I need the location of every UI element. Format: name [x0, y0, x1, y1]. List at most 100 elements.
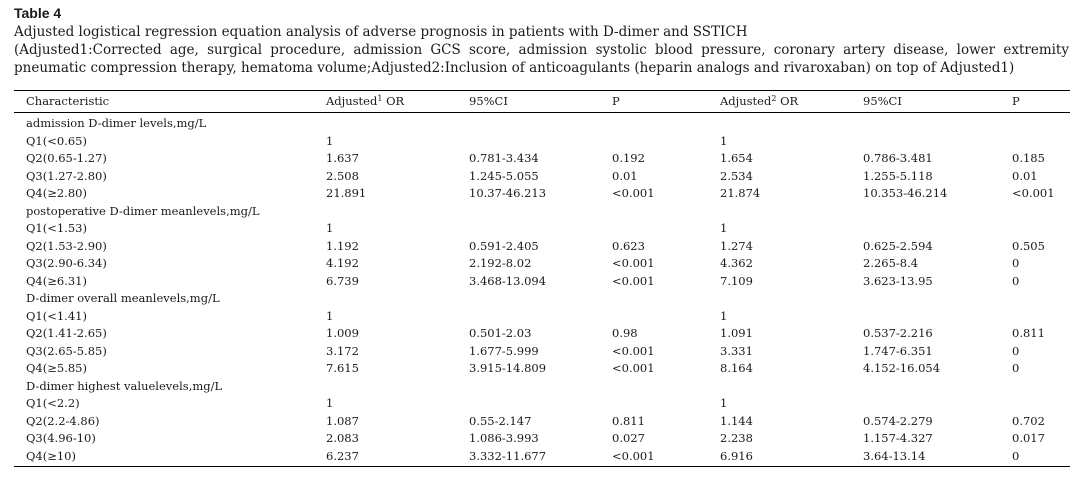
cell-ci2: 3.623-13.95	[863, 273, 933, 288]
cell-p1: <0.001	[612, 256, 655, 270]
cell-ci2: 0.625-2.594	[863, 238, 933, 253]
cell-adjusted2-or: 8.164	[720, 361, 753, 375]
cell-p2: 0	[1012, 256, 1020, 270]
cell-characteristic: admission D-dimer levels,mg/L	[26, 116, 207, 130]
cell-ci1: 1.677-5.999	[469, 343, 539, 358]
cell-adjusted2-or: 1.091	[720, 326, 753, 340]
cell-p1: 0.01	[612, 168, 638, 183]
cell-adjusted2-or: 1.274	[720, 238, 753, 253]
cell-p2: 0.017	[1012, 431, 1045, 445]
cell-characteristic: Q2(1.53-2.90)	[26, 238, 107, 253]
cell-adjusted1-or: 1.087	[326, 413, 359, 428]
cell-characteristic: Q4(≥10)	[26, 448, 76, 463]
cell-ci2: 3.64-13.14	[863, 448, 926, 463]
cell-p1: <0.001	[612, 361, 655, 375]
cell-adjusted1-or: 7.615	[326, 361, 359, 375]
cell-ci2: 4.152-16.054	[863, 361, 941, 375]
table-top-rule	[14, 90, 1070, 91]
table-row: Q3(4.96-10) 2.083 1.086-3.993 0.027 2.238 1.1…	[0, 430, 1080, 447]
table-bottom-rule	[14, 466, 1070, 467]
cell-p1: <0.001	[612, 273, 655, 288]
cell-p1: <0.001	[612, 343, 655, 358]
cell-ci2: 10.353-46.214	[863, 186, 948, 200]
cell-adjusted1-or: 1	[326, 133, 334, 148]
cell-adjusted2-or: 7.109	[720, 273, 753, 288]
header-adjusted1-sup: 1	[377, 94, 383, 103]
cell-p2: <0.001	[1012, 186, 1055, 200]
cell-characteristic: postoperative D-dimer meanlevels,mg/L	[26, 203, 260, 218]
table-row: Q4(≥5.85) 7.615 3.915-14.809 <0.001 8.164 4.1…	[0, 360, 1080, 377]
table-row: Q3(1.27-2.80) 2.508 1.245-5.055 0.01 2.534 1.…	[0, 168, 1080, 185]
cell-ci1: 3.915-14.809	[469, 361, 547, 375]
header-adjusted2-or: Adjusted2 OR	[720, 93, 798, 110]
header-adjusted2-prefix: Adjusted	[720, 94, 772, 108]
table-row: Q2(1.41-2.65) 1.009 0.501-2.03 0.98 1.091 0.5…	[0, 325, 1080, 342]
table-row: Q4(≥6.31) 6.739 3.468-13.094 <0.001 7.109 3.6…	[0, 273, 1080, 290]
cell-p2: 0.185	[1012, 151, 1045, 165]
cell-characteristic: Q3(2.90-6.34)	[26, 256, 107, 270]
cell-adjusted2-or: 4.362	[720, 256, 753, 270]
cell-ci1: 0.501-2.03	[469, 326, 532, 340]
cell-p2: 0.505	[1012, 238, 1045, 253]
table-row: Q1(<1.41) 1 1	[0, 308, 1080, 325]
cell-p2: 0.702	[1012, 413, 1045, 428]
cell-p2: 0	[1012, 448, 1020, 463]
table-row: D-dimer overall meanlevels,mg/L	[0, 290, 1080, 307]
table-row: Q2(2.2-4.86) 1.087 0.55-2.147 0.811 1.144 0.5…	[0, 413, 1080, 430]
header-adjusted1-suffix: OR	[382, 94, 405, 108]
cell-adjusted1-or: 1	[326, 221, 334, 235]
cell-ci2: 1.157-4.327	[863, 431, 933, 445]
cell-ci1: 1.245-5.055	[469, 168, 539, 183]
cell-characteristic: Q4(≥6.31)	[26, 273, 87, 288]
table-label: Table 4	[14, 5, 62, 21]
cell-ci1: 10.37-46.213	[469, 186, 547, 200]
cell-adjusted1-or: 2.508	[326, 168, 359, 183]
cell-characteristic: Q3(1.27-2.80)	[26, 168, 107, 183]
cell-p2: 0.01	[1012, 168, 1038, 183]
cell-adjusted2-or: 2.534	[720, 168, 753, 183]
header-ci1: 95%CI	[469, 94, 508, 108]
cell-adjusted2-or: 1	[720, 133, 728, 148]
table-header: Table 4 Adjusted logistical regression e…	[14, 4, 1069, 77]
header-characteristic: Characteristic	[26, 94, 110, 108]
cell-adjusted2-or: 21.874	[720, 186, 761, 200]
cell-ci1: 3.468-13.094	[469, 273, 547, 288]
cell-characteristic: Q3(2.65-5.85)	[26, 343, 107, 358]
table-row: Q1(<2.2) 1 1	[0, 395, 1080, 412]
cell-p1: <0.001	[612, 186, 655, 200]
cell-p1: 0.811	[612, 413, 645, 428]
cell-ci2: 0.537-2.216	[863, 326, 933, 340]
table-header-rule	[14, 112, 1070, 113]
cell-adjusted1-or: 1.009	[326, 326, 359, 340]
cell-characteristic: D-dimer highest valuelevels,mg/L	[26, 378, 223, 393]
cell-p1: 0.027	[612, 431, 645, 445]
table-row: postoperative D-dimer meanlevels,mg/L	[0, 203, 1080, 220]
cell-p1: <0.001	[612, 448, 655, 463]
cell-ci1: 2.192-8.02	[469, 256, 532, 270]
cell-ci1: 1.086-3.993	[469, 431, 539, 445]
cell-adjusted1-or: 21.891	[326, 186, 367, 200]
cell-ci2: 1.747-6.351	[863, 343, 933, 358]
header-adjusted1-or: Adjusted1 OR	[326, 93, 404, 110]
cell-characteristic: Q4(≥2.80)	[26, 186, 87, 200]
cell-ci2: 2.265-8.4	[863, 256, 919, 270]
cell-characteristic: Q1(<0.65)	[26, 133, 87, 148]
cell-p1: 0.98	[612, 326, 638, 340]
table-row: Q2(0.65-1.27) 1.637 0.781-3.434 0.192 1.654 0…	[0, 150, 1080, 167]
cell-adjusted1-or: 6.739	[326, 273, 359, 288]
cell-ci2: 1.255-5.118	[863, 168, 933, 183]
cell-p2: 0.811	[1012, 326, 1045, 340]
table-row: Q1(<0.65) 1 1	[0, 133, 1080, 150]
table-row: Q1(<1.53) 1 1	[0, 220, 1080, 237]
cell-adjusted2-or: 1.654	[720, 151, 753, 165]
cell-adjusted1-or: 1	[326, 308, 334, 323]
cell-adjusted2-or: 6.916	[720, 448, 753, 463]
table-row: Q4(≥10) 6.237 3.332-11.677 <0.001 6.916 3.64-…	[0, 448, 1080, 465]
cell-characteristic: Q1(<1.41)	[26, 308, 87, 323]
cell-characteristic: Q4(≥5.85)	[26, 361, 87, 375]
header-ci2: 95%CI	[863, 94, 902, 108]
cell-p1: 0.192	[612, 151, 645, 165]
header-adjusted1-prefix: Adjusted	[326, 94, 378, 108]
cell-adjusted1-or: 6.237	[326, 448, 359, 463]
cell-adjusted1-or: 1.192	[326, 238, 359, 253]
